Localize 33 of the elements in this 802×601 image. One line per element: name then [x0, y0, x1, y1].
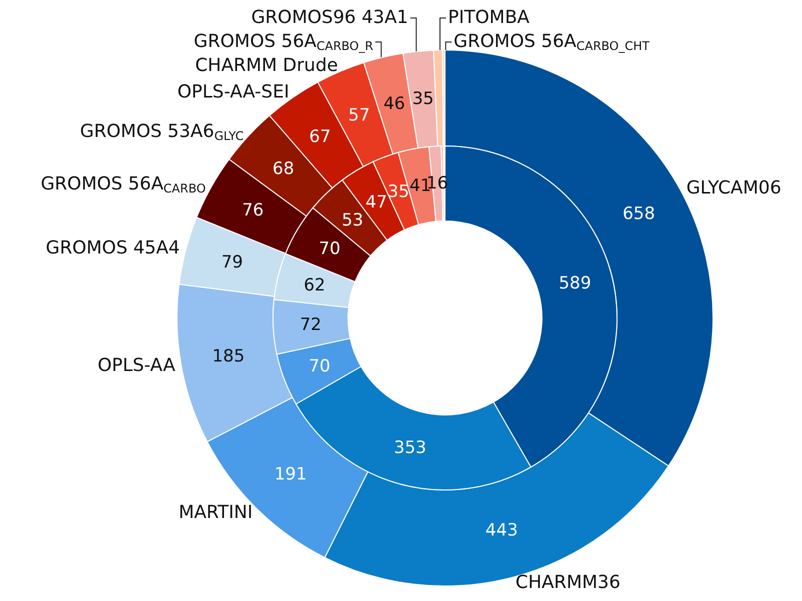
data-label: 57 [348, 105, 370, 126]
data-label: 35 [412, 89, 434, 110]
slice-label: GROMOS96 43A1 [251, 6, 408, 28]
data-label: 53 [342, 210, 364, 230]
data-label: 72 [300, 315, 322, 336]
slice-label: PITOMBA [448, 6, 530, 28]
slice-label: GROMOS 53A6$_{GLYC}$ [80, 121, 244, 144]
slice-label: GROMOS 56A$_{CARBO_CHT}$ [454, 30, 650, 54]
slice-label: OPLS-AA [98, 355, 176, 376]
data-label: 35 [388, 182, 410, 202]
data-label: 46 [383, 94, 406, 114]
slice-label: CHARMM Drude [195, 54, 338, 76]
data-label: 658 [622, 204, 656, 224]
data-label: 67 [309, 126, 331, 147]
data-label: 79 [221, 252, 243, 272]
data-label: 185 [212, 346, 245, 367]
slice-label: OPLS-AA-SEI [177, 81, 290, 102]
slice-label: GROMOS 45A4 [46, 238, 180, 259]
data-label: 62 [304, 275, 326, 296]
slice-label: GLYCAM06 [686, 177, 782, 198]
data-label: 191 [274, 464, 307, 485]
data-label: 353 [394, 438, 426, 458]
data-label: 443 [485, 520, 518, 541]
data-label: 70 [318, 238, 340, 259]
data-label: 68 [272, 158, 294, 179]
data-label: 76 [242, 200, 264, 221]
slice-label: GROMOS 56A$_{CARBO}$ [40, 173, 206, 196]
slice-label: GROMOS 56A$_{CARBO_R}$ [194, 30, 374, 54]
slice-label: MARTINI [178, 502, 253, 524]
data-label: 47 [366, 192, 388, 212]
data-label: 70 [308, 356, 330, 376]
slice-label: CHARMM36 [516, 572, 620, 593]
data-label: 589 [558, 273, 592, 294]
